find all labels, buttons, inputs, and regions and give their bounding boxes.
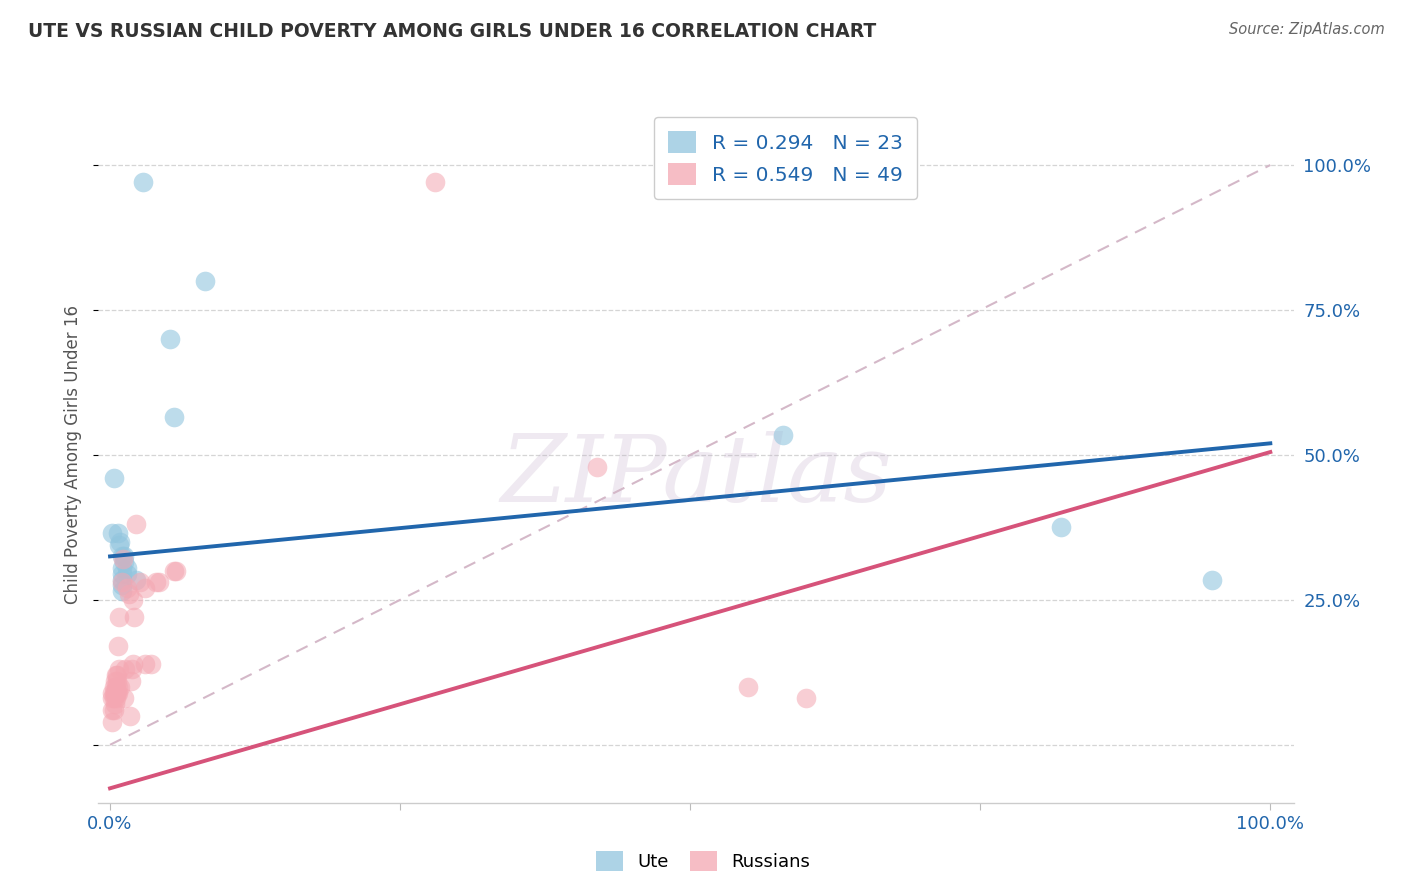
Point (112, 549, 135, 564)
Point (104, 691, 127, 706)
Point (101, 526, 124, 541)
Point (111, 573, 134, 587)
Point (108, 662, 131, 676)
Text: ZIPatlas: ZIPatlas (501, 431, 891, 521)
Point (117, 582, 139, 596)
Point (124, 517, 146, 532)
Point (107, 526, 129, 541)
Point (114, 662, 136, 676)
Legend: R = 0.294   N = 23, R = 0.549   N = 49: R = 0.294 N = 23, R = 0.549 N = 49 (654, 117, 917, 199)
Y-axis label: Child Poverty Among Girls Under 16: Child Poverty Among Girls Under 16 (65, 305, 83, 605)
Point (120, 674, 142, 689)
Point (111, 566, 134, 581)
Point (104, 685, 127, 699)
Point (737, 680, 759, 694)
Point (163, 410, 186, 425)
Point (1050, 520, 1073, 534)
Point (104, 698, 127, 712)
Point (148, 575, 170, 590)
Point (101, 691, 124, 706)
Point (1201, 573, 1223, 587)
Point (586, 459, 609, 474)
Point (110, 534, 132, 549)
Point (107, 639, 129, 653)
Text: Source: ZipAtlas.com: Source: ZipAtlas.com (1229, 22, 1385, 37)
Point (122, 592, 145, 607)
Point (423, 175, 446, 190)
Point (111, 552, 134, 566)
Point (117, 587, 139, 601)
Point (111, 561, 134, 575)
Point (104, 674, 127, 689)
Point (165, 564, 187, 578)
Point (101, 685, 124, 699)
Point (194, 274, 217, 288)
Point (131, 175, 153, 190)
Text: UTE VS RUSSIAN CHILD POVERTY AMONG GIRLS UNDER 16 CORRELATION CHART: UTE VS RUSSIAN CHILD POVERTY AMONG GIRLS… (28, 22, 876, 41)
Point (104, 685, 127, 699)
Point (101, 714, 124, 729)
Legend: Ute, Russians: Ute, Russians (588, 844, 818, 879)
Point (103, 703, 125, 717)
Point (772, 427, 794, 442)
Point (110, 680, 132, 694)
Point (121, 662, 143, 676)
Point (134, 657, 156, 671)
Point (159, 332, 181, 346)
Point (111, 549, 134, 564)
Point (794, 691, 817, 706)
Point (108, 538, 131, 552)
Point (107, 685, 129, 699)
Point (103, 685, 125, 699)
Point (107, 680, 129, 694)
Point (111, 578, 134, 592)
Point (124, 610, 146, 624)
Point (101, 703, 124, 717)
Point (103, 691, 125, 706)
Point (104, 680, 127, 694)
Point (117, 566, 139, 581)
Point (103, 680, 125, 694)
Point (163, 564, 186, 578)
Point (103, 471, 125, 485)
Point (105, 668, 128, 682)
Point (134, 582, 156, 596)
Point (105, 685, 128, 699)
Point (122, 657, 145, 671)
Point (111, 584, 134, 599)
Point (139, 657, 162, 671)
Point (117, 561, 139, 575)
Point (129, 575, 152, 590)
Point (112, 691, 135, 706)
Point (112, 555, 135, 569)
Point (111, 575, 134, 590)
Point (105, 674, 128, 689)
Point (108, 610, 131, 624)
Point (104, 668, 127, 682)
Point (118, 708, 141, 723)
Point (145, 575, 167, 590)
Point (124, 573, 146, 587)
